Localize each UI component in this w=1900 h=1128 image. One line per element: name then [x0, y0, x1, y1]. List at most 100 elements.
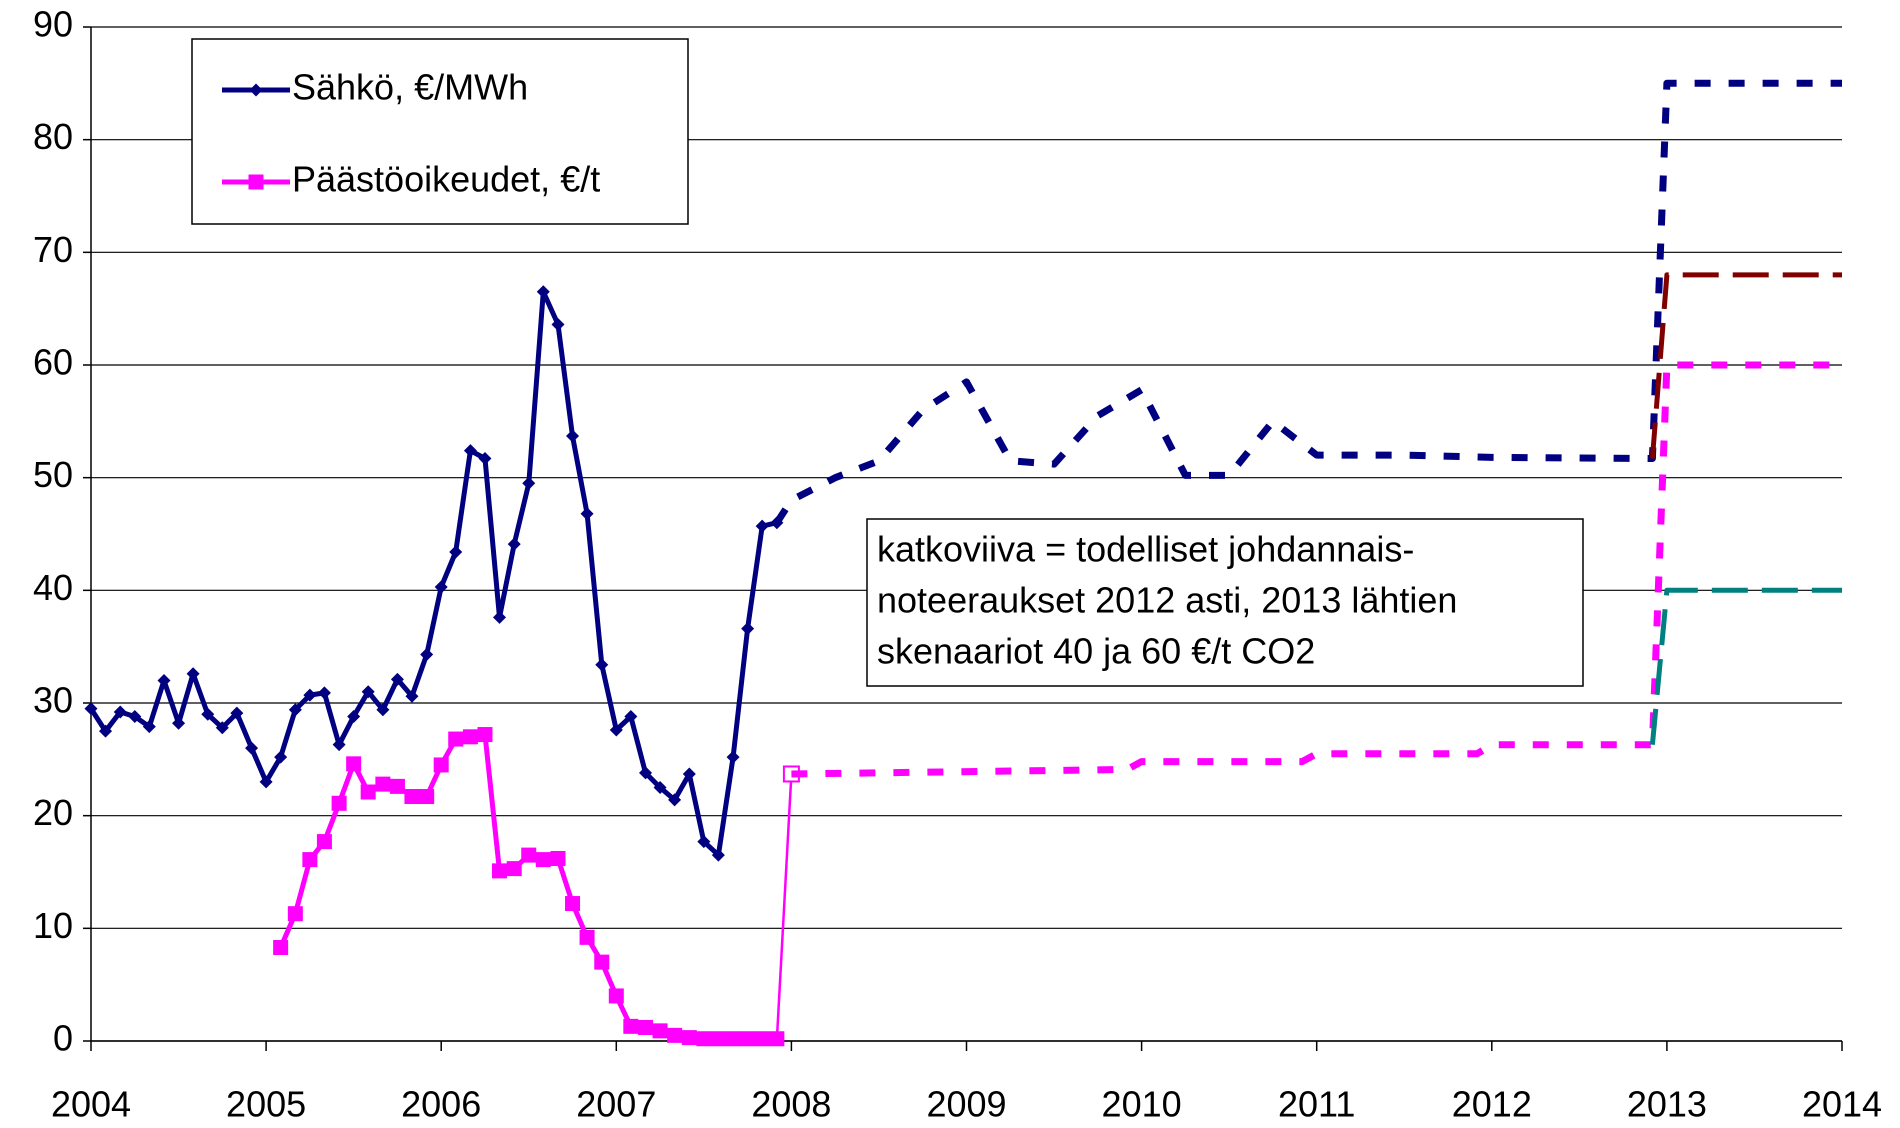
data-point — [609, 723, 623, 737]
data-point — [551, 317, 565, 331]
legend-label: Päästöoikeudet, €/t — [292, 159, 600, 200]
data-point — [317, 686, 331, 700]
x-tick-label: 2008 — [751, 1084, 831, 1123]
data-point — [522, 476, 536, 490]
data-point — [375, 776, 391, 792]
legend-label: Sähkö, €/MWh — [292, 67, 528, 108]
data-point — [652, 1023, 668, 1039]
data-point — [711, 848, 725, 862]
y-tick-label: 30 — [33, 680, 73, 721]
data-point — [84, 702, 98, 716]
data-point — [360, 784, 376, 800]
data-point — [186, 667, 200, 681]
annotation-text: skenaariot 40 ja 60 €/t CO2 — [877, 631, 1315, 672]
legend-box — [191, 38, 689, 225]
data-point — [303, 688, 317, 702]
data-point — [536, 285, 550, 299]
data-point — [405, 689, 419, 703]
data-point — [449, 545, 463, 559]
annotation-box — [866, 518, 1584, 687]
data-point — [594, 954, 610, 970]
data-point — [346, 756, 362, 772]
series-line — [1649, 587, 1842, 745]
series — [273, 727, 785, 1047]
data-point — [273, 939, 289, 955]
data-point — [332, 738, 346, 752]
x-tick-label: 2013 — [1627, 1084, 1707, 1123]
series-line — [791, 361, 1842, 778]
data-point — [667, 1027, 683, 1043]
series — [791, 361, 1842, 778]
x-tick-label: 2010 — [1102, 1084, 1182, 1123]
data-point — [463, 444, 477, 458]
data-point — [128, 710, 142, 724]
data-point — [259, 775, 273, 789]
data-point — [710, 1031, 726, 1047]
data-point — [754, 1031, 770, 1047]
data-point — [420, 648, 434, 662]
data-point — [493, 610, 507, 624]
data-point — [492, 863, 508, 879]
data-point — [274, 750, 288, 764]
series — [1649, 272, 1842, 459]
data-point — [566, 429, 580, 443]
data-point — [769, 1031, 785, 1047]
data-point — [215, 721, 229, 735]
data-point — [478, 452, 492, 466]
legend-marker — [249, 83, 263, 97]
y-tick-label: 0 — [53, 1018, 73, 1059]
data-point — [725, 1031, 741, 1047]
data-point — [595, 658, 609, 672]
data-point — [579, 929, 595, 945]
x-tick-label: 2007 — [576, 1084, 656, 1123]
annotation-text: katkoviiva = todelliset johdannais- — [877, 529, 1414, 570]
data-point — [682, 767, 696, 781]
data-point — [740, 1031, 756, 1047]
data-point — [624, 710, 638, 724]
data-point — [361, 685, 375, 699]
data-point — [419, 789, 435, 805]
data-point — [347, 710, 361, 724]
data-point — [697, 835, 711, 849]
data-point — [506, 861, 522, 877]
series-line — [1649, 272, 1842, 459]
y-tick-label: 20 — [33, 792, 73, 833]
data-point — [741, 622, 755, 636]
data-point — [521, 847, 537, 863]
data-point — [331, 795, 347, 811]
series-line — [278, 732, 777, 1042]
data-point — [639, 766, 653, 780]
data-point — [230, 706, 244, 720]
data-point — [448, 731, 464, 747]
data-point — [580, 507, 594, 521]
x-tick-label: 2005 — [226, 1084, 306, 1123]
data-point — [477, 727, 493, 743]
y-tick-label: 90 — [33, 4, 73, 45]
data-point — [726, 750, 740, 764]
data-point — [389, 778, 405, 794]
data-point — [390, 672, 404, 686]
data-point — [668, 793, 682, 807]
data-point — [142, 720, 156, 734]
legend: Sähkö, €/MWh Päästöoikeudet, €/t — [191, 38, 689, 225]
data-point — [653, 781, 667, 794]
y-tick-label: 80 — [33, 116, 73, 157]
data-point — [550, 850, 566, 866]
data-point — [316, 834, 332, 850]
annotation: katkoviiva = todelliset johdannais-notee… — [866, 518, 1584, 687]
x-tick-label: 2004 — [51, 1084, 131, 1123]
series — [84, 285, 784, 862]
x-tick-label: 2012 — [1452, 1084, 1532, 1123]
data-point — [696, 1031, 712, 1047]
data-point — [623, 1018, 639, 1034]
legend-marker — [248, 174, 264, 190]
data-point — [681, 1030, 697, 1046]
data-point — [462, 729, 478, 745]
series — [1649, 587, 1842, 745]
data-point — [404, 789, 420, 805]
x-tick-label: 2006 — [401, 1084, 481, 1123]
data-point — [113, 705, 127, 719]
series-line — [773, 79, 1842, 525]
data-point — [433, 757, 449, 773]
